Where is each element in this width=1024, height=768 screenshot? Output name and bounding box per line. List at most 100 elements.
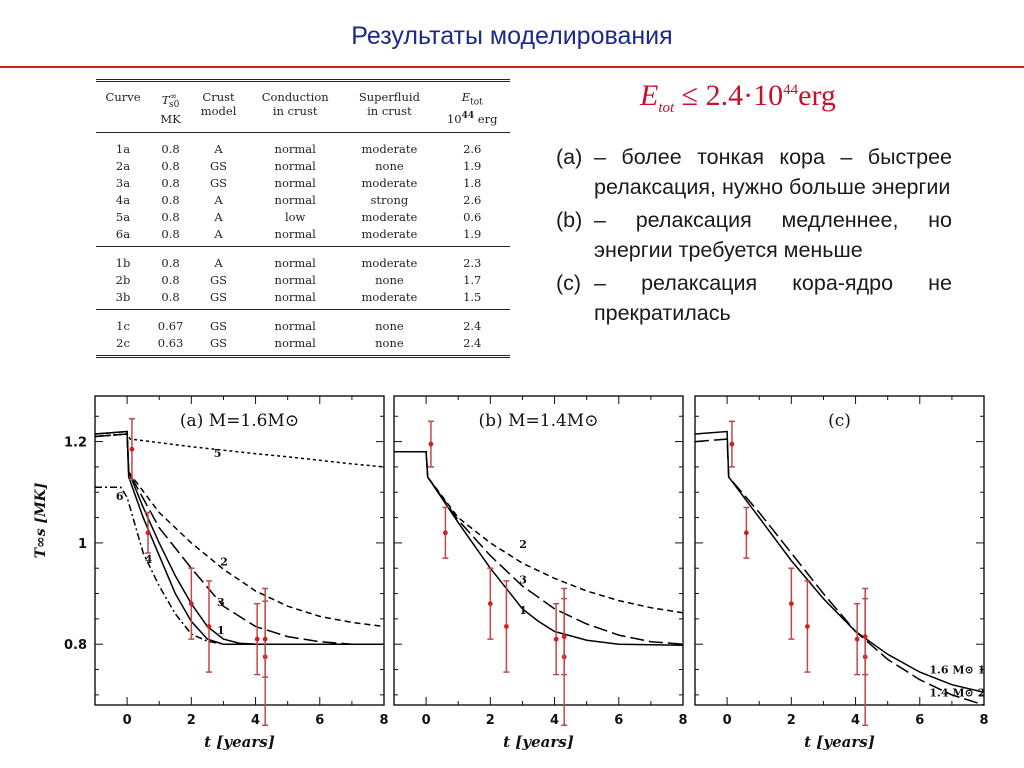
plot-frame <box>393 395 684 706</box>
explanation-text: – релаксация кора-ядро не прекратилась <box>594 271 952 325</box>
table-row: 1c 0.67 GS normal none 2.4 <box>96 310 510 335</box>
explanation-item-b: (b) – релаксация медленнее, но энергии т… <box>556 205 952 265</box>
chart-panel-c: 0 2 4 6 8 t [years] (c) 1.6 M⊙ 1 1.4 M⊙ 2 <box>694 395 989 751</box>
cell-conduction: low <box>284 209 306 224</box>
cell-conduction: normal <box>274 175 316 190</box>
data-point <box>254 636 260 642</box>
explanation-marker: (c) <box>556 271 582 295</box>
plot-frame <box>94 395 385 706</box>
explanation-marker: (b) <box>556 208 583 232</box>
cell-conduction: normal <box>274 192 316 207</box>
y-axis-label: T∞s [MK] <box>33 482 49 558</box>
cell-crust-model: GS <box>210 289 228 304</box>
explanation-text: – релаксация медленнее, но энергии требу… <box>594 208 952 262</box>
formula-relation: ≤ 2.4·10 <box>681 79 784 112</box>
curve-6 <box>95 486 384 645</box>
cell-curve: 3b <box>115 289 131 304</box>
table-row: 3b 0.8 GS normal moderate 1.5 <box>96 288 510 310</box>
curve-label: 1 <box>519 604 527 617</box>
data-point <box>129 446 135 452</box>
curve-label: 1.4 M⊙ 2 <box>929 686 985 699</box>
cell-etot: 1.8 <box>463 175 482 190</box>
title-divider <box>0 66 1024 68</box>
data-point <box>804 624 810 629</box>
cell-conduction: normal <box>274 226 316 241</box>
data-point <box>262 636 268 642</box>
x-tick-label: 0 <box>422 713 431 728</box>
cell-crust-model: GS <box>210 158 228 173</box>
data-point <box>428 441 434 447</box>
curve-label: 2 <box>519 538 527 551</box>
cell-crust-model: GS <box>210 335 228 350</box>
cell-etot: 2.4 <box>463 318 482 333</box>
explanation-text: – более тонкая кора – быстрее релаксация… <box>594 145 952 199</box>
cell-superfluid: moderate <box>361 141 418 156</box>
curve-4 <box>95 430 384 645</box>
x-tick-label: 2 <box>187 713 196 728</box>
curve-label: 2 <box>220 556 228 569</box>
cell-etot: 2.6 <box>463 192 482 207</box>
cell-ts0: 0.8 <box>161 289 180 304</box>
cell-curve: 1a <box>115 141 131 156</box>
table-row: 2a 0.8 GS normal none 1.9 <box>96 157 510 174</box>
cell-curve: 6a <box>115 226 131 241</box>
data-point <box>788 601 794 607</box>
curve-label: 4 <box>145 553 153 566</box>
curve-label: 1.6 M⊙ 1 <box>929 664 985 677</box>
curve-5 <box>95 433 384 468</box>
cell-curve: 3a <box>115 175 131 190</box>
energy-bound-formula: Etot ≤ 2.4·1044erg <box>640 79 836 117</box>
x-tick-label: 4 <box>851 713 860 728</box>
curve-3 <box>394 450 683 645</box>
x-tick-label: 4 <box>251 713 260 728</box>
cell-curve: 2b <box>115 272 131 287</box>
cell-curve: 1b <box>115 255 131 270</box>
x-tick-label: 2 <box>787 713 796 728</box>
cell-etot: 2.4 <box>463 335 482 350</box>
data-point <box>561 634 567 640</box>
explanation-item-a: (a) – более тонкая кора – быстрее релакс… <box>556 142 952 202</box>
cell-ts0: 0.8 <box>161 192 180 207</box>
panel-title: (b) M=1.4M⊙ <box>479 411 599 431</box>
x-tick-label: 6 <box>315 713 324 728</box>
cell-superfluid: moderate <box>361 175 418 190</box>
panel-title: (a) M=1.6M⊙ <box>180 411 299 431</box>
cell-curve: 5a <box>115 209 131 224</box>
curve-1 <box>695 430 984 694</box>
x-axis-label: t [years] <box>204 733 275 751</box>
cell-crust-model: A <box>214 209 223 224</box>
x-tick-label: 6 <box>915 713 924 728</box>
curve-label: 3 <box>519 573 527 586</box>
panel-title: (c) <box>828 411 851 431</box>
x-tick-label: 2 <box>486 713 495 728</box>
cell-crust-model: A <box>214 192 223 207</box>
table-header: Curve T∞s0 MK Crust model Conduction in cru… <box>96 80 510 133</box>
cell-etot: 1.9 <box>463 158 482 173</box>
cell-crust-model: GS <box>210 175 228 190</box>
x-tick-label: 8 <box>379 713 388 728</box>
cell-conduction: normal <box>274 289 316 304</box>
cell-ts0: 0.8 <box>161 158 180 173</box>
cell-ts0: 0.8 <box>161 209 180 224</box>
cell-etot: 1.5 <box>463 289 482 304</box>
cell-superfluid: moderate <box>361 226 418 241</box>
data-point <box>862 634 868 640</box>
x-axis-label: t [years] <box>804 733 875 751</box>
col-header-crust-model: Crust model <box>200 90 237 118</box>
cell-ts0: 0.8 <box>161 226 180 241</box>
explanation-marker: (a) <box>556 145 583 169</box>
x-axis-label: t [years] <box>503 733 574 751</box>
curve-label: 1 <box>217 624 225 637</box>
explanation-list: (a) – более тонкая кора – быстрее релакс… <box>556 142 952 331</box>
parameters-table: Curve T∞s0 MK Crust model Conduction in cru… <box>96 79 510 358</box>
x-tick-label: 8 <box>979 713 988 728</box>
chart-panel-a: 0 2 4 6 8 0.8 1 1.2 t [years] T∞s [MK] (a) M=1.6M⊙… <box>33 395 389 751</box>
curve-2 <box>394 450 683 614</box>
data-point <box>854 636 860 642</box>
cooling-curves-figure: 0 2 4 6 8 0.8 1 1.2 t [years] T∞s [MK] (a) M=1.6M⊙… <box>33 395 989 751</box>
cell-curve: 2c <box>116 335 130 350</box>
curve-label: 5 <box>214 447 222 460</box>
formula-unit: erg <box>798 79 836 112</box>
